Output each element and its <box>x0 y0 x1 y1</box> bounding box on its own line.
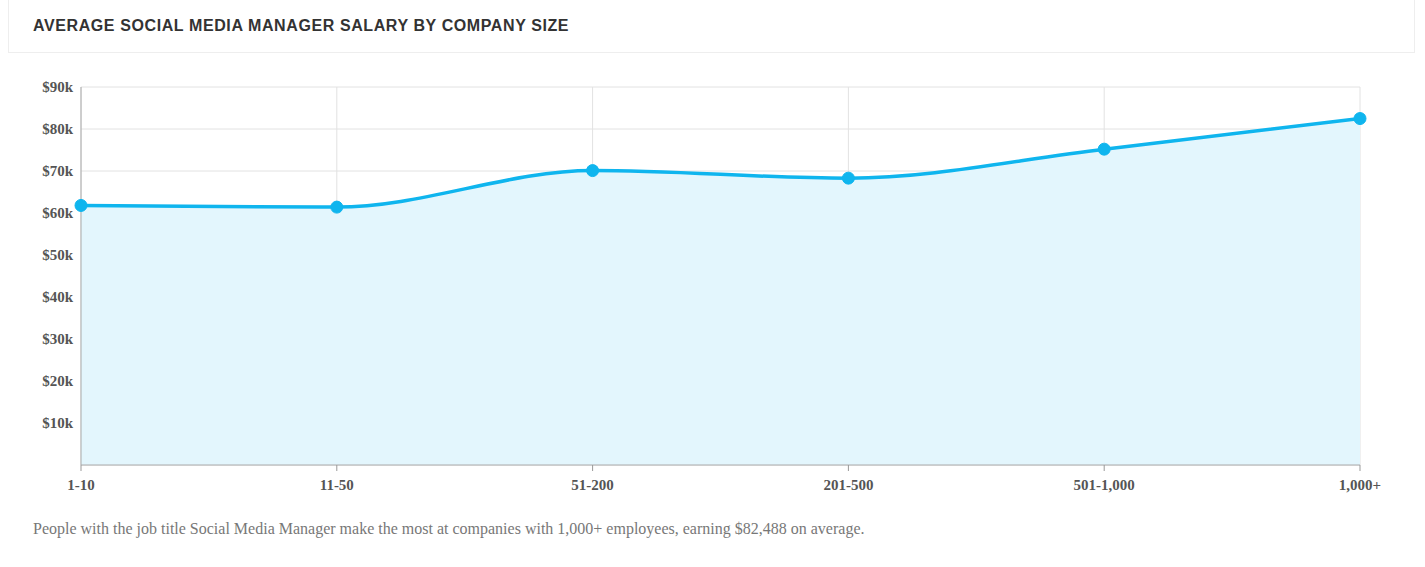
svg-text:$20k: $20k <box>42 373 74 389</box>
html-text:People with the job title Soci: People with the job title Social Media M… <box>33 520 865 537</box>
html-text:AVERAGE SOCIAL MEDIA MANAGER S: AVERAGE SOCIAL MEDIA MANAGER SALARY BY C… <box>33 17 570 34</box>
svg-text:$30k: $30k <box>42 331 74 347</box>
svg-text:$40k: $40k <box>42 289 74 305</box>
svg-text:$10k: $10k <box>42 415 74 431</box>
svg-text:51-200: 51-200 <box>571 477 614 493</box>
svg-text:1,000+: 1,000+ <box>1339 477 1381 493</box>
svg-text:$60k: $60k <box>42 205 74 221</box>
svg-text:$70k: $70k <box>42 163 74 179</box>
svg-text:$80k: $80k <box>42 121 74 137</box>
svg-text:$50k: $50k <box>42 247 74 263</box>
svg-text:1-10: 1-10 <box>67 477 95 493</box>
svg-text:11-50: 11-50 <box>320 477 354 493</box>
svg-text:201-500: 201-500 <box>823 477 873 493</box>
svg-text:501-1,000: 501-1,000 <box>1074 477 1135 493</box>
svg-text:$90k: $90k <box>42 79 74 95</box>
